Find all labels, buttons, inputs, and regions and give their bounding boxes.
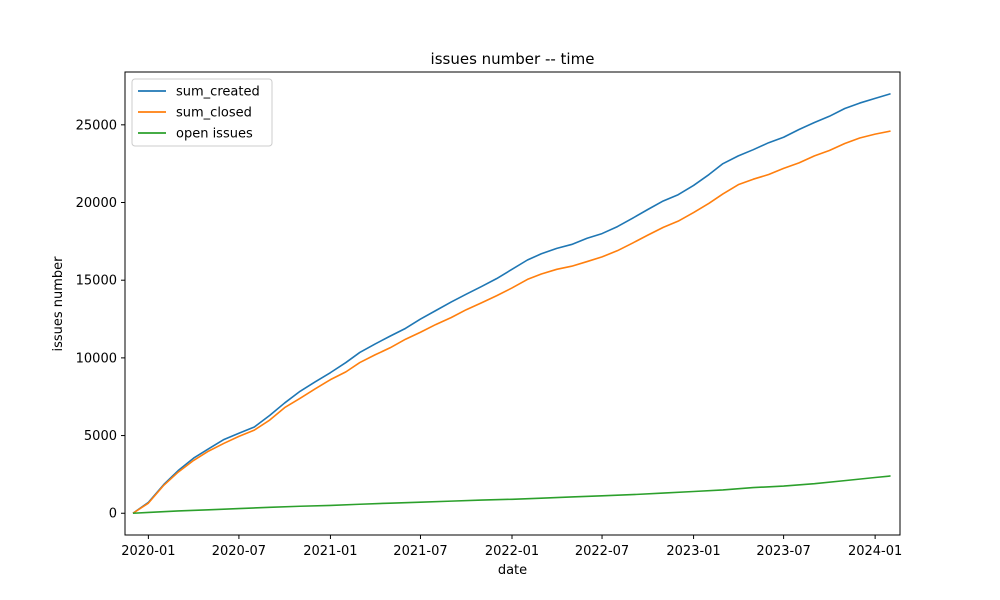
- x-tick-label: 2020-07: [212, 544, 266, 559]
- x-tick-label: 2021-01: [303, 544, 357, 559]
- y-axis-title: issues number: [51, 256, 66, 352]
- y-tick-label: 15000: [76, 274, 117, 289]
- x-tick-label: 2023-07: [756, 544, 810, 559]
- series-line-open-issues: [132, 475, 891, 515]
- x-tick-label: 2022-01: [485, 544, 539, 559]
- y-tick-label: 5000: [84, 429, 117, 444]
- chart-title: issues number -- time: [431, 50, 595, 68]
- legend-label: sum_closed: [176, 106, 252, 121]
- x-tick-label: 2021-07: [393, 544, 447, 559]
- y-tick-label: 0: [109, 507, 117, 522]
- x-tick-label: 2022-07: [575, 544, 629, 559]
- x-tick-label: 2020-01: [121, 544, 175, 559]
- x-axis: 2020-01 2020-07 2021-01 2021-07 2022-01 2022-…: [121, 535, 902, 559]
- y-axis: 0 5000 10000 15000 20000 25000: [76, 118, 125, 522]
- legend-box: [131, 78, 273, 147]
- series-line-sum-closed: [132, 130, 891, 514]
- y-tick-label: 10000: [76, 351, 117, 366]
- x-axis-title: date: [498, 563, 527, 578]
- x-tick-label: 2024-01: [848, 544, 902, 559]
- y-tick-label: 25000: [76, 118, 117, 133]
- legend-label: open issues: [176, 127, 253, 142]
- x-tick-label: 2023-01: [666, 544, 720, 559]
- legend-label: sum_created: [176, 85, 260, 100]
- y-tick-label: 20000: [76, 196, 117, 211]
- series-line-sum-created: [132, 92, 891, 514]
